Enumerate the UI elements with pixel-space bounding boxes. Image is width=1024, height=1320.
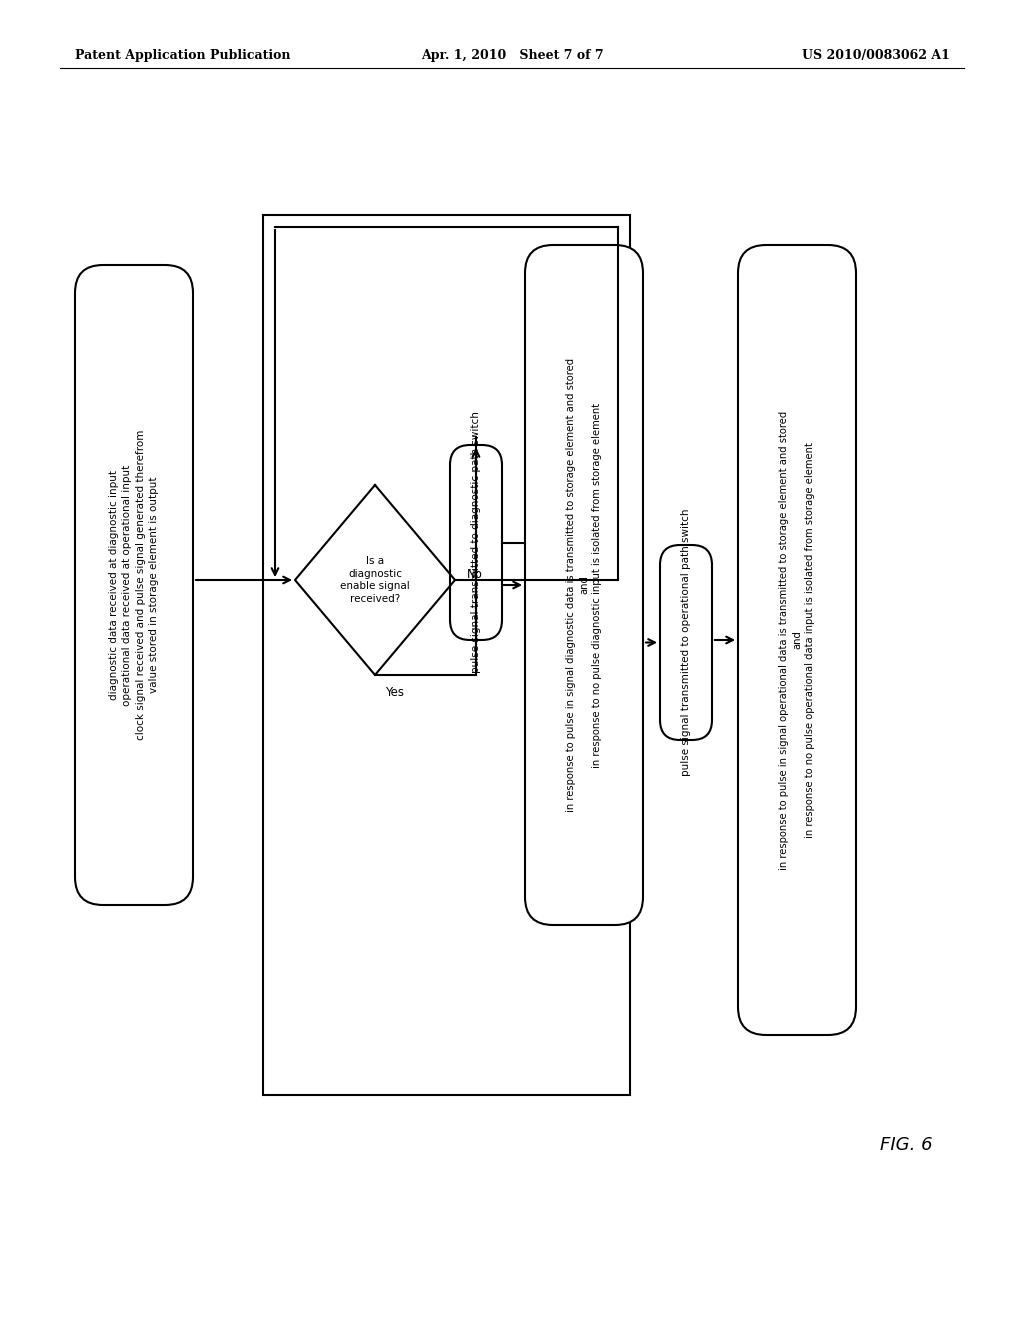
FancyBboxPatch shape: [525, 246, 643, 925]
FancyBboxPatch shape: [75, 265, 193, 906]
FancyBboxPatch shape: [738, 246, 856, 1035]
Text: diagnostic data received at diagnostic input
operational data received at operat: diagnostic data received at diagnostic i…: [110, 430, 159, 741]
Text: FIG. 6: FIG. 6: [880, 1137, 933, 1154]
Text: US 2010/0083062 A1: US 2010/0083062 A1: [802, 49, 950, 62]
FancyBboxPatch shape: [450, 445, 502, 640]
FancyBboxPatch shape: [660, 545, 712, 741]
Text: Yes: Yes: [385, 686, 404, 700]
Text: pulse signal transmitted to operational path switch: pulse signal transmitted to operational …: [681, 508, 691, 776]
Text: in response to pulse in signal operational data is transmitted to storage elemen: in response to pulse in signal operation…: [779, 411, 815, 870]
Bar: [263, 215, 630, 1096]
Text: Apr. 1, 2010   Sheet 7 of 7: Apr. 1, 2010 Sheet 7 of 7: [421, 49, 603, 62]
Text: pulse signal transmitted to diagnostic path switch: pulse signal transmitted to diagnostic p…: [471, 412, 481, 673]
Text: Patent Application Publication: Patent Application Publication: [75, 49, 291, 62]
Text: No: No: [467, 569, 483, 582]
Text: in response to pulse in signal diagnostic data is transmitted to storage element: in response to pulse in signal diagnosti…: [566, 358, 602, 812]
Text: Is a
diagnostic
enable signal
received?: Is a diagnostic enable signal received?: [340, 557, 410, 603]
